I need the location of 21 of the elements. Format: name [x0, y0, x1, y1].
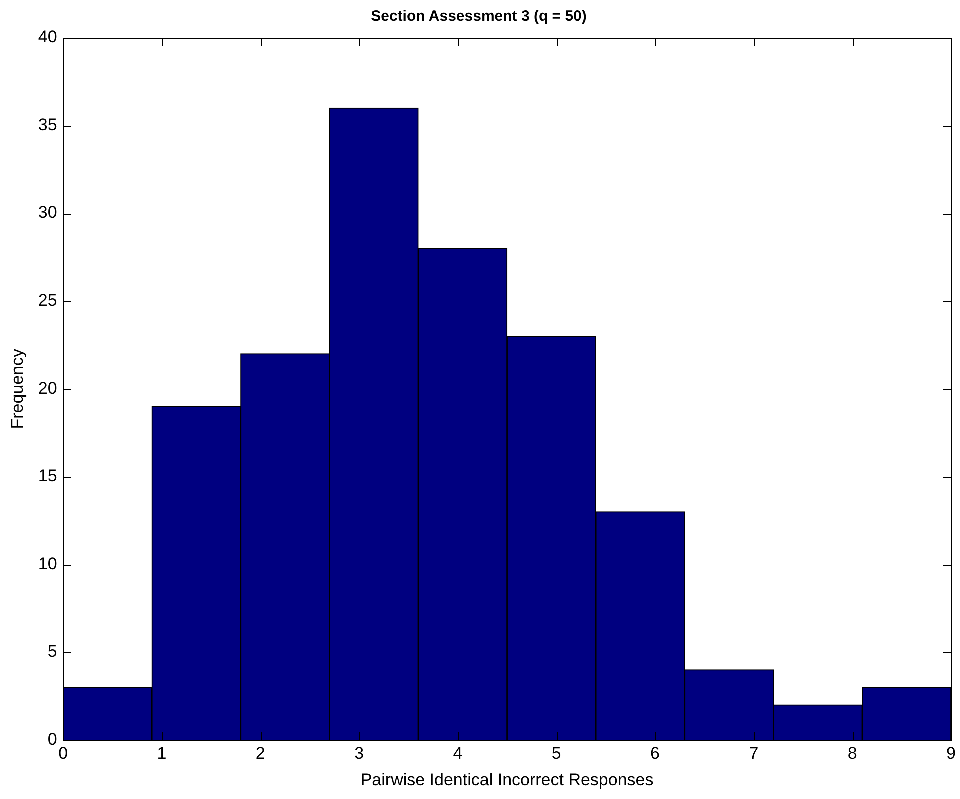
y-tick-label: 40	[38, 28, 58, 47]
x-tick-label: 9	[946, 744, 956, 764]
y-tick-label: 30	[38, 203, 58, 222]
y-axis-title: Frequency	[8, 348, 27, 430]
x-tick-label: 3	[354, 744, 364, 764]
y-tick-label: 15	[38, 466, 58, 486]
x-tick-label: 8	[848, 744, 858, 764]
y-tick-label: 5	[48, 642, 58, 662]
y-tick-label: 35	[38, 115, 58, 134]
x-tick-label: 7	[749, 744, 759, 764]
y-tick-label: 20	[38, 378, 58, 398]
x-tick-label: 4	[453, 744, 463, 764]
x-tick-label: 2	[256, 744, 266, 764]
x-tick-label: 1	[157, 744, 167, 764]
chart-title: Section Assessment 3 (q = 50)	[371, 8, 587, 26]
y-tick-label: 0	[48, 730, 58, 749]
y-tick-label: 25	[38, 291, 58, 310]
x-tick-label: 6	[650, 744, 660, 764]
y-tick-label: 10	[38, 554, 58, 574]
x-tick-label: 5	[552, 744, 562, 764]
x-axis-title: Pairwise Identical Incorrect Responses	[360, 770, 654, 790]
